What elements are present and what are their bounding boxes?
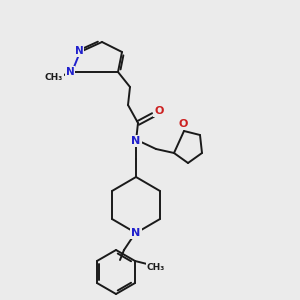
Text: N: N [66,67,74,77]
Text: N: N [131,136,141,146]
Text: N: N [131,228,141,238]
Text: O: O [154,106,164,116]
Text: CH₃: CH₃ [147,262,165,272]
Text: CH₃: CH₃ [45,74,63,82]
Text: O: O [178,119,188,129]
Text: N: N [75,46,83,56]
